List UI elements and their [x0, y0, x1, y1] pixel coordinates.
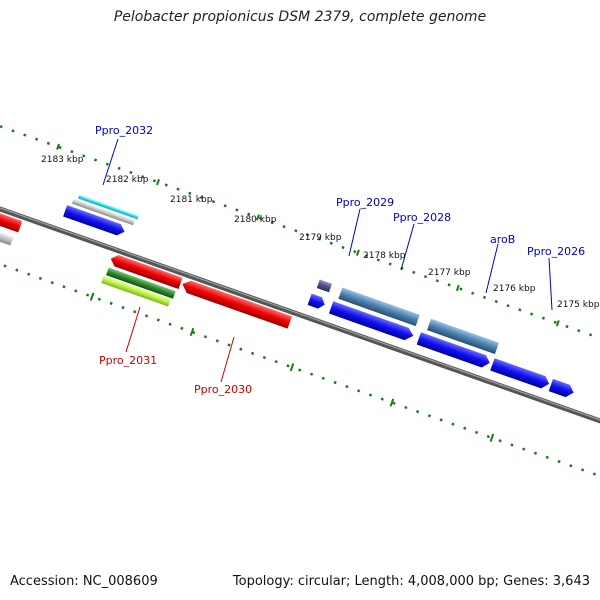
gene-ppro-2032-grey[interactable] [71, 198, 135, 226]
gene-label-ppro-2032[interactable]: Ppro_2032 [95, 124, 153, 137]
genome-backbone [0, 186, 600, 445]
gene-ppro-2029[interactable] [307, 293, 327, 311]
inner-major-ticks [89, 292, 495, 442]
reverse-strand [0, 199, 292, 329]
gene-aroB-steel[interactable] [427, 318, 499, 355]
outer-major-ticks [56, 143, 560, 327]
gene-ppro-2030[interactable] [180, 278, 292, 329]
gene-label-ppro-2028[interactable]: Ppro_2028 [393, 211, 451, 224]
gene-left-red[interactable] [0, 199, 23, 233]
gene-labels: Ppro_2032 Ppro_2029 Ppro_2028 aroB Ppro_… [95, 124, 585, 396]
gene-ppro-2026[interactable] [490, 358, 551, 390]
gene-ppro-2028[interactable] [328, 301, 415, 342]
tick-label: 2175 kbp [557, 300, 600, 310]
label-leaders [102, 138, 553, 383]
gene-ppro-2031-green[interactable] [106, 267, 176, 299]
gene-label-ppro-2031[interactable]: Ppro_2031 [99, 354, 157, 367]
gene-ppro-2031-red[interactable] [109, 253, 183, 290]
map-title: Pelobacter propionicus DSM 2379, complet… [113, 9, 487, 25]
gene-ppro-2031[interactable] [101, 275, 171, 307]
tick-label: 2177 kbp [428, 268, 471, 278]
tick-label: 2181 kbp [170, 195, 213, 205]
gene-label-aroB[interactable]: aroB [490, 233, 515, 246]
gene-ppro-2025[interactable] [548, 378, 576, 399]
gene-aroB[interactable] [416, 332, 492, 369]
gene-ppro-2032[interactable] [63, 205, 126, 237]
gene-ppro-2029-purple[interactable] [316, 279, 333, 293]
tick-label: 2180 kbp [234, 215, 277, 225]
tick-label: 2182 kbp [106, 175, 149, 185]
gene-ppro-2028-steel[interactable] [338, 287, 420, 327]
gene-label-ppro-2030[interactable]: Ppro_2030 [194, 383, 252, 396]
tick-label: 2183 kbp [41, 155, 84, 165]
tick-label: 2178 kbp [363, 251, 406, 261]
tick-label: 2179 kbp [299, 233, 342, 243]
gene-ppro-2032-cyan[interactable] [77, 194, 139, 220]
gene-label-ppro-2026[interactable]: Ppro_2026 [527, 245, 585, 258]
scale-labels: 2183 kbp 2182 kbp 2181 kbp 2180 kbp 2179… [41, 155, 600, 310]
genome-stats-text: Topology: circular; Length: 4,008,000 bp… [232, 574, 590, 589]
gene-label-ppro-2029[interactable]: Ppro_2029 [336, 196, 394, 209]
tick-label: 2176 kbp [493, 284, 536, 294]
forward-strand [63, 194, 576, 399]
accession-text: Accession: NC_008609 [10, 574, 158, 589]
